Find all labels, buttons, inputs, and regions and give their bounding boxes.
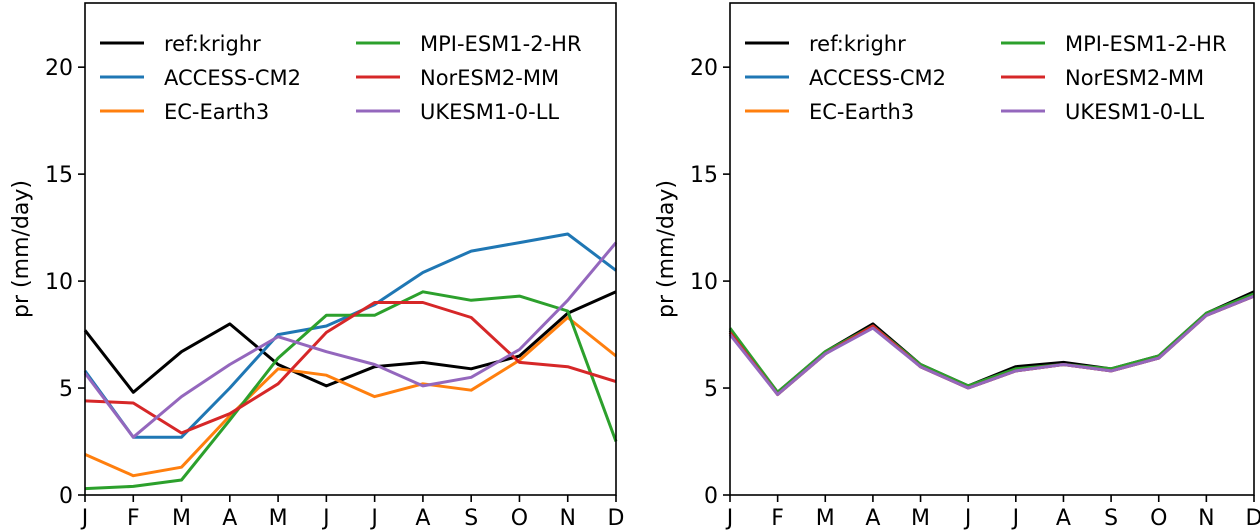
y-tick-label: 10 [690,270,718,295]
right-panel: 0 5 10 15 20 J F M A M J J A S O N Dpr (mm/day) ref:krigh… [654,2,1260,531]
y-tick-label: 20 [45,56,73,81]
x-tick-label: O [1150,506,1167,531]
legend-label: UKESM1-0-LL [420,100,559,124]
x-tick-label: M [816,506,835,531]
series-line-ukesm1-0-ll [83,241,618,439]
x-tick-label: J [725,506,734,531]
legend-label: EC-Earth3 [809,100,914,124]
series-line-ref-krighr [83,290,617,394]
x-tick-label: F [127,506,140,531]
y-tick-label: 5 [59,377,73,402]
x-tick-label: J [369,506,378,531]
x-tick-label: M [911,506,930,531]
x-tick-label: J [80,506,89,531]
legend-label: ACCESS-CM2 [164,66,301,90]
legend-label: NorESM2-MM [1065,66,1204,90]
y-tick-label: 10 [45,270,73,295]
x-tick-label: M [269,506,288,531]
axes-frame [729,2,1255,496]
x-tick-label: D [608,506,625,531]
series-line-ukesm1-0-ll [728,294,1255,396]
legend: ref:krighr ACCESS-CM2 EC-Earth3 MPI-ESM1-2-… [745,32,1227,124]
x-tick-label: J [321,506,330,531]
legend-label: UKESM1-0-LL [1065,100,1204,124]
series-line-ec-earth3 [84,316,617,478]
x-tick-label: F [771,506,784,531]
y-tick-label: 15 [45,163,73,188]
legend-label: ref:krighr [809,32,906,56]
x-tick-label: N [559,506,575,531]
y-tick-label: 0 [704,484,718,509]
y-axis-label: pr (mm/day) [9,180,34,318]
legend-label: NorESM2-MM [420,66,559,90]
x-tick-label: J [1011,506,1020,531]
x-tick-label: M [172,506,191,531]
x-tick-label: A [222,506,237,531]
x-tick-label: S [464,506,478,531]
x-tick-label: A [415,506,430,531]
y-tick-label: 5 [704,377,718,402]
x-tick-label: A [865,506,880,531]
series-line-mpi-esm1-2-hr [728,292,1255,394]
x-tick-label: N [1198,506,1214,531]
y-axis-label: pr (mm/day) [654,180,679,318]
x-tick-label: J [963,506,972,531]
series-line-mpi-esm1-2-hr [84,290,618,491]
axes-frame [84,2,617,496]
y-tick-label: 20 [690,56,718,81]
legend-label: ref:krighr [164,32,261,56]
legend-label: EC-Earth3 [164,100,269,124]
x-tick-label: O [511,506,528,531]
legend-label: MPI-ESM1-2-HR [1065,32,1227,56]
series-line-noresm2-mm [84,301,617,435]
legend-label: ACCESS-CM2 [809,66,946,90]
left-panel: 0 5 10 15 20 J F M A M J J A S O N Dpr (mm/day) ref:krigh… [9,2,625,531]
legend: ref:krighr ACCESS-CM2 EC-Earth3 MPI-ESM1-2-… [100,32,582,124]
y-tick-label: 0 [59,484,73,509]
x-tick-label: A [1056,506,1071,531]
x-tick-label: D [1246,506,1260,531]
series-line-access-cm2 [83,232,617,439]
x-tick-label: S [1104,506,1118,531]
legend-label: MPI-ESM1-2-HR [420,32,582,56]
y-tick-label: 15 [690,163,718,188]
